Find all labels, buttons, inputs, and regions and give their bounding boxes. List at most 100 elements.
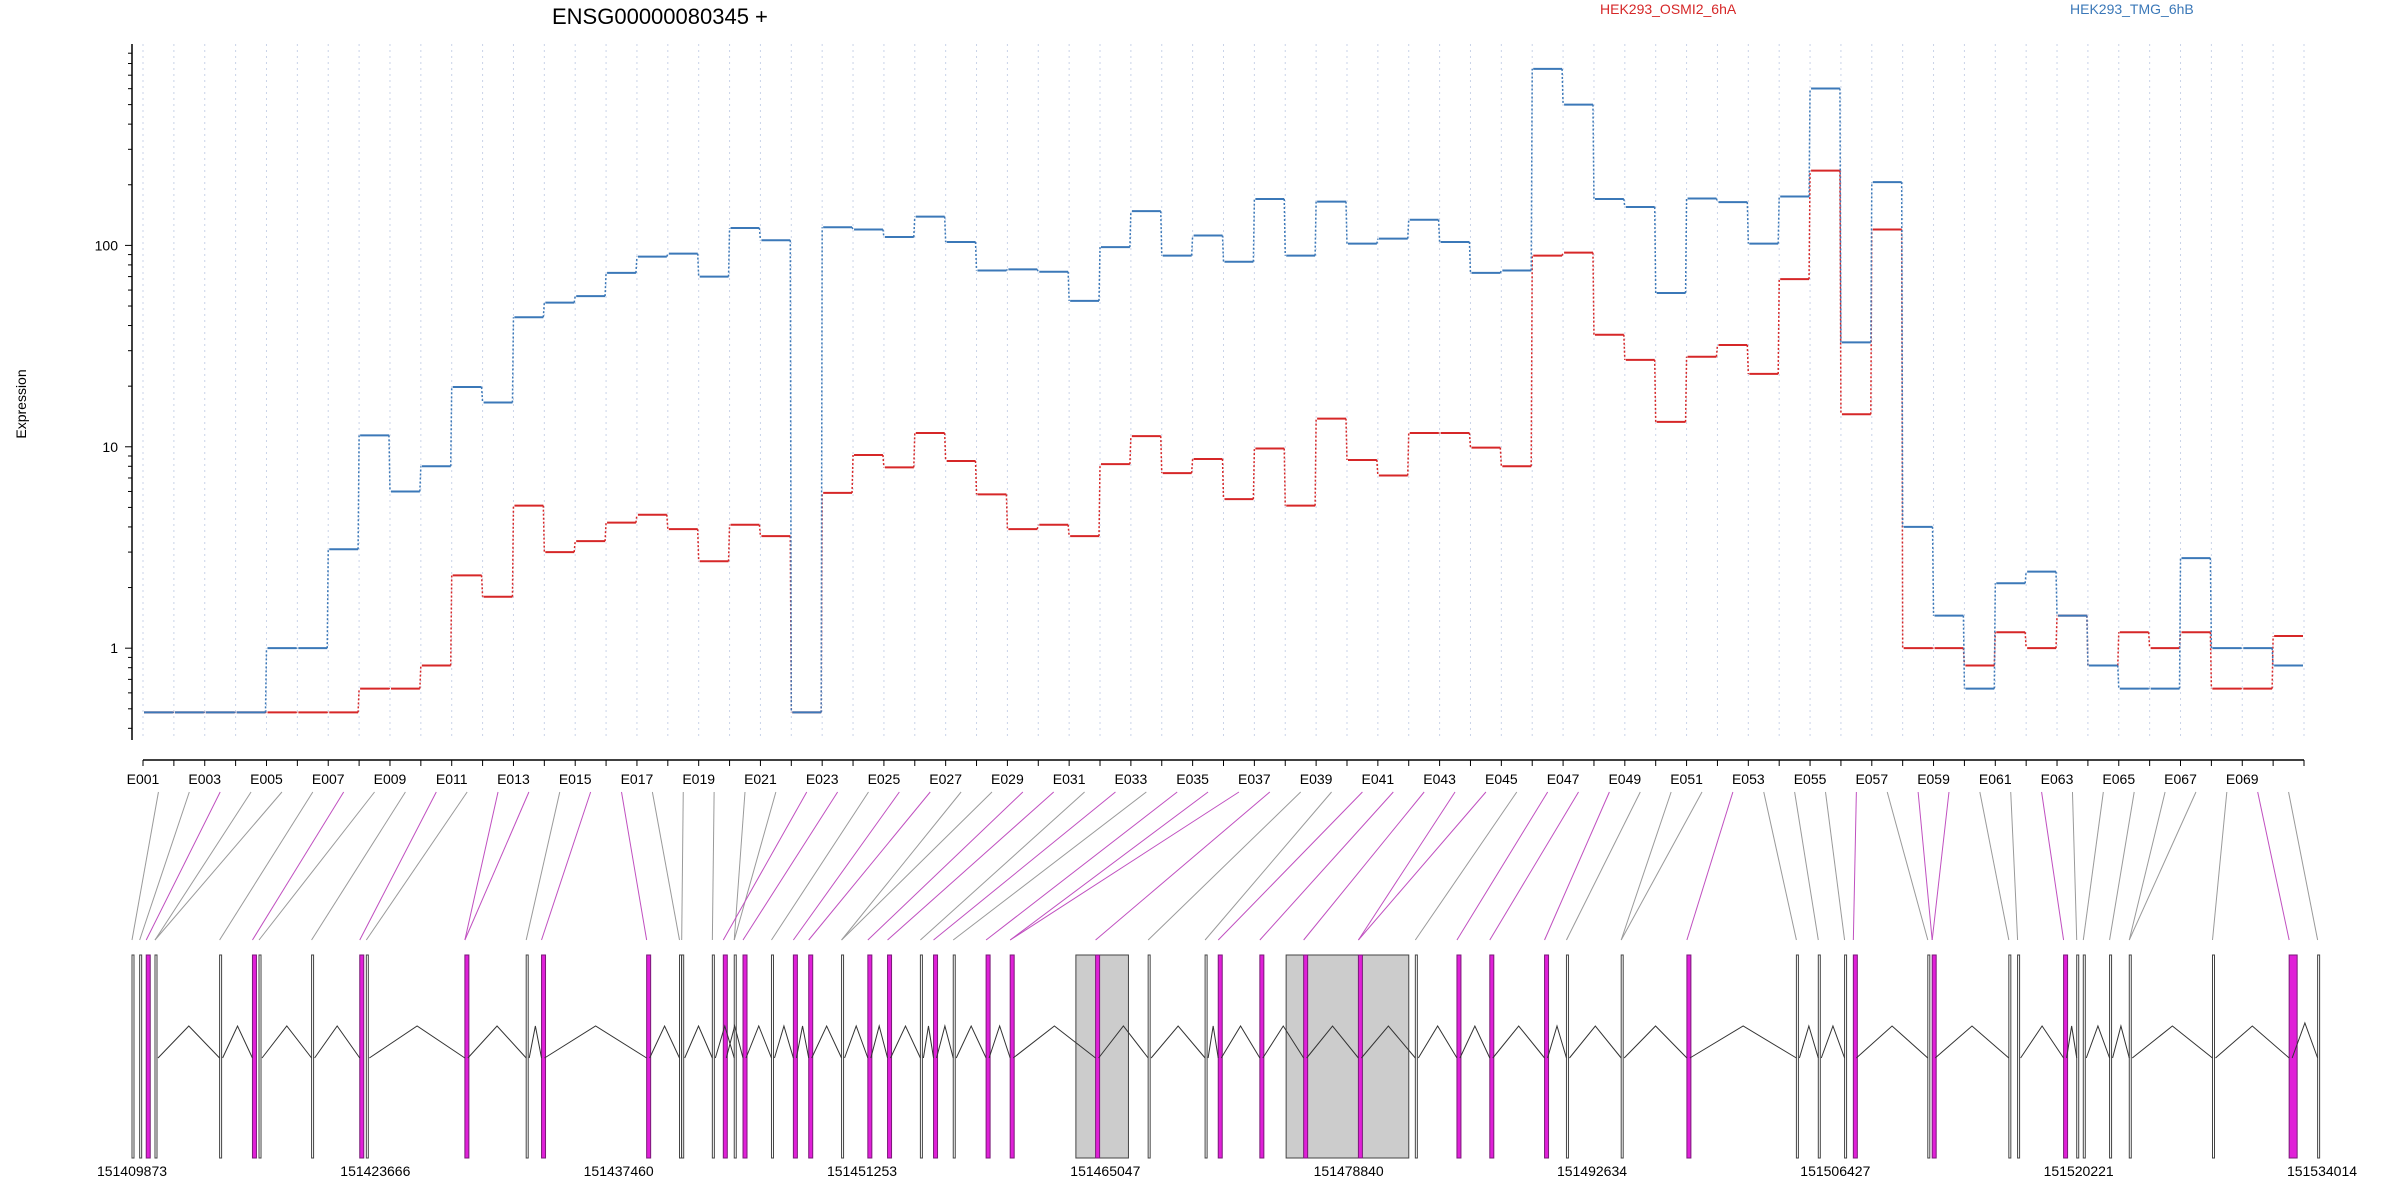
- series-connector: [882, 229, 885, 238]
- exon-connector: [2071, 791, 2078, 941]
- series-connector: [820, 227, 823, 713]
- series-connector: [789, 240, 793, 713]
- intron-line: [844, 1024, 869, 1059]
- exon-connector: [1204, 791, 1332, 941]
- exon-bar: [311, 954, 315, 1159]
- exon-bar: [541, 954, 547, 1159]
- exon-connector: [1009, 791, 1240, 941]
- exon-bar: [1357, 954, 1363, 1159]
- series-connector: [1839, 170, 1842, 415]
- series-connector: [1561, 68, 1564, 105]
- exon-connector: [733, 791, 777, 941]
- series-connector: [1561, 252, 1564, 256]
- series-connector: [2271, 635, 2274, 689]
- intron-line: [870, 1024, 889, 1059]
- intron-line: [314, 1025, 361, 1059]
- series-connector: [1221, 458, 1225, 500]
- series-connector: [696, 529, 700, 562]
- series-connector: [943, 433, 947, 462]
- series-connector: [573, 541, 576, 553]
- series-connector: [1499, 447, 1503, 467]
- genome-tick-label: 151409873: [97, 1163, 167, 1179]
- series-connector: [1252, 198, 1256, 262]
- intron-line: [1934, 1025, 2010, 1059]
- exon-bar: [1303, 954, 1309, 1159]
- exon-bar: [1844, 954, 1848, 1159]
- series-connector: [1468, 433, 1472, 448]
- series-connector: [2178, 558, 2182, 689]
- series-connector: [1221, 235, 1225, 262]
- x-tick-label: E063: [2041, 771, 2074, 787]
- intron-line: [725, 1024, 744, 1059]
- intron-line: [2066, 1025, 2078, 1059]
- exon-connector: [1009, 791, 1209, 941]
- series-connector: [388, 435, 391, 492]
- exon-connector: [464, 791, 499, 941]
- exon-bar: [2212, 954, 2215, 1159]
- exon-bar: [1795, 954, 1799, 1159]
- exon-connector: [742, 791, 839, 941]
- series-connector: [1746, 202, 1750, 244]
- exon-connector: [154, 791, 283, 941]
- series-connector: [1468, 241, 1472, 273]
- genome-tick-label: 151451253: [827, 1163, 897, 1179]
- exon-connector: [841, 791, 993, 941]
- exon-connector: [1259, 791, 1394, 941]
- exon-connector: [952, 791, 1147, 941]
- exon-connector: [1824, 791, 1846, 941]
- exon-connector: [365, 791, 468, 941]
- exon-bar: [2008, 954, 2012, 1159]
- intron-line: [2020, 1025, 2064, 1059]
- exon-connector: [1456, 791, 1549, 941]
- exon-connector: [808, 791, 931, 941]
- series-connector: [573, 295, 576, 303]
- series-connector: [1005, 494, 1009, 530]
- exon-connector: [1931, 791, 1950, 941]
- exon-bar: [2063, 954, 2069, 1159]
- series-connector: [1252, 448, 1256, 500]
- x-tick-label: E021: [744, 771, 777, 787]
- series-connector: [1129, 211, 1132, 248]
- series-connector: [1314, 418, 1317, 506]
- exon-connector: [2128, 791, 2197, 941]
- intron-line: [1262, 1025, 1305, 1059]
- genome-tick-label: 151465047: [1070, 1163, 1140, 1179]
- series-connector: [2271, 648, 2274, 666]
- series-connector: [326, 549, 329, 649]
- exon-connector: [1620, 791, 1703, 941]
- genome-tick-label: 151506427: [1800, 1163, 1870, 1179]
- genome-tick-label: 151423666: [340, 1163, 410, 1179]
- x-tick-label: E027: [929, 771, 962, 787]
- legend-series-2: HEK293_TMG_6hB: [2070, 1, 2194, 17]
- exon-connector: [145, 791, 221, 941]
- x-tick-label: E045: [1485, 771, 1518, 787]
- exon-connector: [1763, 791, 1797, 941]
- x-tick-label: E069: [2226, 771, 2259, 787]
- exon-connector: [139, 791, 190, 941]
- intron-line: [261, 1025, 312, 1059]
- y-axis-label: Expression: [13, 369, 29, 438]
- intron-line: [369, 1025, 466, 1059]
- exon-connector: [651, 791, 680, 941]
- exon-bar: [1544, 954, 1550, 1159]
- exon-bar: [139, 954, 143, 1159]
- series-connector: [2117, 632, 2120, 666]
- x-tick-label: E007: [312, 771, 345, 787]
- series-connector: [1005, 268, 1008, 272]
- exon-connector: [311, 791, 406, 941]
- intron-line: [1417, 1025, 1458, 1059]
- series-connector: [1870, 182, 1873, 343]
- series-connector: [635, 256, 638, 273]
- series-connector: [449, 575, 453, 666]
- intron-line: [1361, 1025, 1416, 1059]
- exon-bar: [1927, 954, 1931, 1159]
- intron-line: [890, 1024, 921, 1059]
- intron-line: [811, 1024, 843, 1059]
- exon-connector: [154, 791, 252, 941]
- exon-bar: [1489, 954, 1495, 1159]
- x-tick-label: E059: [1917, 771, 1950, 787]
- exon-bar: [919, 954, 923, 1159]
- genome-tick-label: 151534014: [2287, 1163, 2357, 1179]
- exon-bar: [1204, 954, 1208, 1159]
